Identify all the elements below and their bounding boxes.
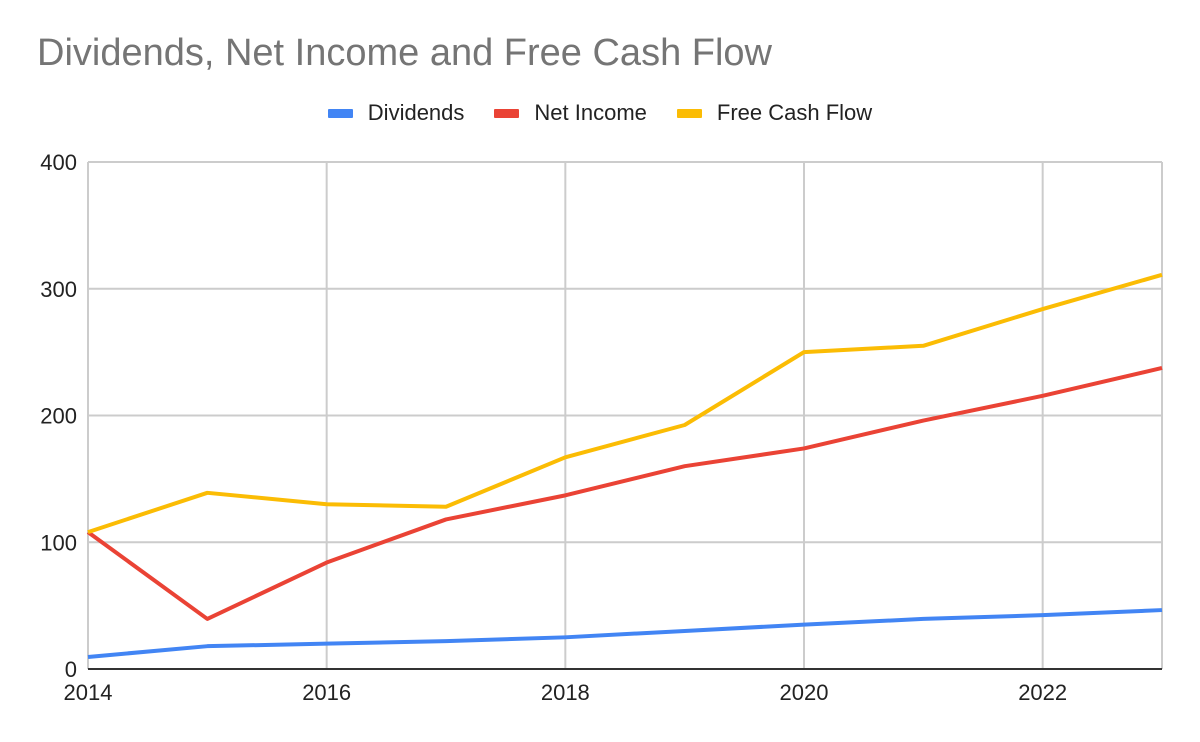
x-axis-ticks: 2014 2016 2018 2020 2022 — [64, 680, 1068, 705]
series-line-free-cash-flow[interactable] — [87, 272, 1163, 535]
legend-label: Free Cash Flow — [716, 100, 873, 125]
legend-swatch-free-cash-flow-icon — [676, 108, 702, 118]
legend-swatch-net-income-icon — [494, 108, 520, 118]
legend-swatch-dividends-icon — [327, 108, 353, 118]
chart-title: Dividends, Net Income and Free Cash Flow — [37, 32, 772, 74]
series-line-net-income[interactable] — [86, 366, 1163, 621]
legend-item-dividends[interactable]: Dividends — [327, 100, 465, 126]
x-tick-label: 2018 — [541, 680, 590, 705]
gridlines — [87, 161, 1163, 669]
y-tick-label: 200 — [40, 404, 77, 429]
legend-item-net-income[interactable]: Net Income — [494, 100, 647, 126]
chart-legend: Dividends Net Income Free Cash Flow — [0, 100, 1200, 126]
y-tick-label: 400 — [40, 150, 77, 175]
series-line-dividends[interactable] — [87, 608, 1163, 659]
y-tick-label: 100 — [40, 530, 77, 555]
legend-label: Net Income — [534, 100, 647, 125]
x-tick-label: 2022 — [1018, 680, 1067, 705]
y-axis-ticks: 0 100 200 300 400 — [40, 150, 77, 682]
x-tick-label: 2016 — [302, 680, 351, 705]
y-tick-label: 300 — [40, 277, 77, 302]
x-tick-label: 2014 — [64, 680, 113, 705]
series-lines — [86, 272, 1163, 659]
x-tick-label: 2020 — [780, 680, 829, 705]
y-tick-label: 0 — [65, 657, 77, 682]
legend-item-free-cash-flow[interactable]: Free Cash Flow — [676, 100, 873, 126]
legend-label: Dividends — [367, 100, 465, 125]
